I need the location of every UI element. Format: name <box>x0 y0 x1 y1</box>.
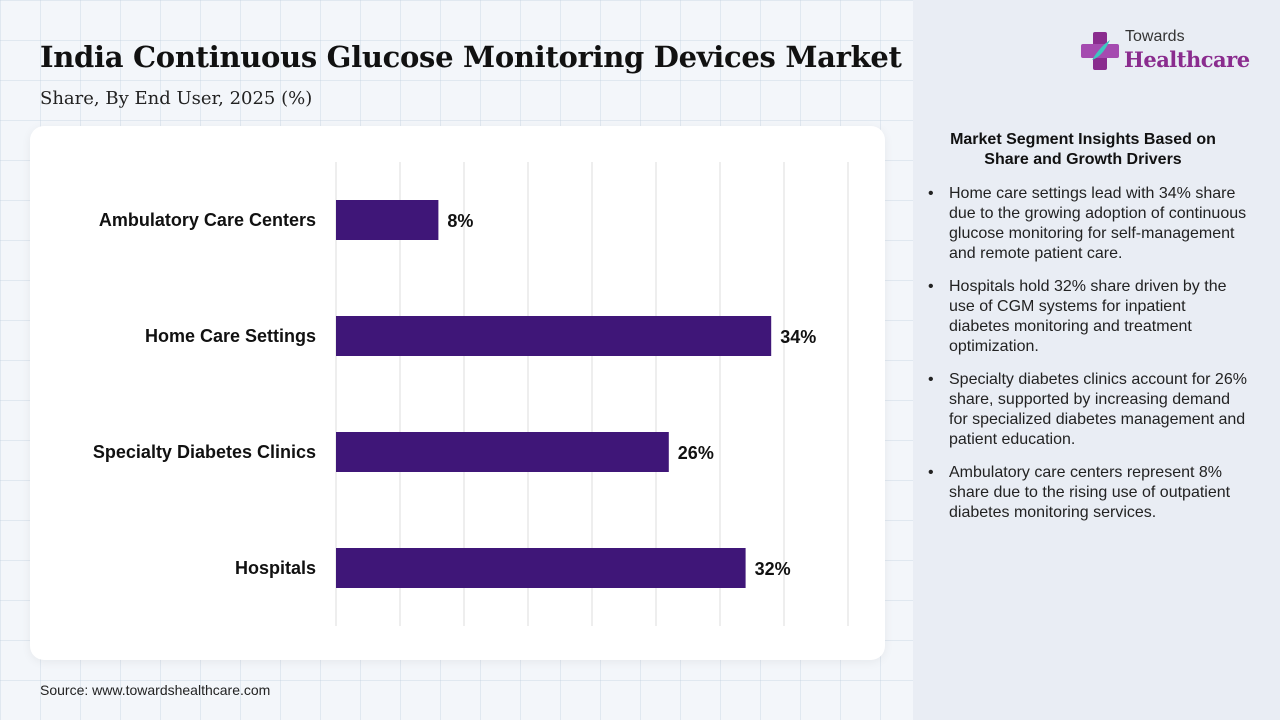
chart-title: India Continuous Glucose Monitoring Devi… <box>40 40 902 74</box>
bar <box>336 200 439 240</box>
bar <box>336 548 746 588</box>
chart-card: Ambulatory Care Centers 8% Home Care Setti… <box>30 126 885 660</box>
bullet-icon: • <box>928 185 934 202</box>
chart-subtitle: Share, By End User, 2025 (%) <box>40 88 313 109</box>
category-label: Home Care Settings <box>145 326 316 346</box>
source-note: Source: www.towardshealthcare.com <box>40 682 271 698</box>
data-label: 32% <box>755 559 791 579</box>
bar <box>336 316 772 356</box>
category-label: Hospitals <box>235 558 316 578</box>
bar <box>336 432 669 472</box>
logo-cross-icon <box>1081 32 1119 70</box>
insights-sidebar <box>913 0 1280 720</box>
brand-logo: Towards Healthcare <box>1080 28 1255 78</box>
data-label: 26% <box>678 443 714 463</box>
insight-text: Specialty diabetes clinics account for 2… <box>949 371 1247 448</box>
insight-item: • Hospitals hold 32% share driven by the … <box>928 277 1248 357</box>
insight-item: • Home care settings lead with 34% share … <box>928 184 1248 264</box>
insight-text: Hospitals hold 32% share driven by the u… <box>949 278 1227 355</box>
category-label: Specialty Diabetes Clinics <box>93 442 316 462</box>
logo-text-towards: Towards <box>1125 28 1185 45</box>
category-label: Ambulatory Care Centers <box>99 210 316 230</box>
logo-text-healthcare: Healthcare <box>1124 47 1250 72</box>
bullet-icon: • <box>928 464 934 481</box>
insight-text: Home care settings lead with 34% share d… <box>949 185 1247 262</box>
data-label: 8% <box>447 211 473 231</box>
insight-text: Ambulatory care centers represent 8% sha… <box>949 464 1231 521</box>
insights-list: • Home care settings lead with 34% share … <box>928 184 1248 536</box>
bullet-icon: • <box>928 278 934 295</box>
bullet-icon: • <box>928 371 934 388</box>
insight-item: • Specialty diabetes clinics account for … <box>928 370 1248 450</box>
data-label: 34% <box>780 327 816 347</box>
insights-heading: Market Segment Insights Based on Share a… <box>950 131 1216 168</box>
bar-chart: Ambulatory Care Centers 8% Home Care Setti… <box>93 162 849 626</box>
insight-item: • Ambulatory care centers represent 8% sh… <box>928 463 1248 523</box>
